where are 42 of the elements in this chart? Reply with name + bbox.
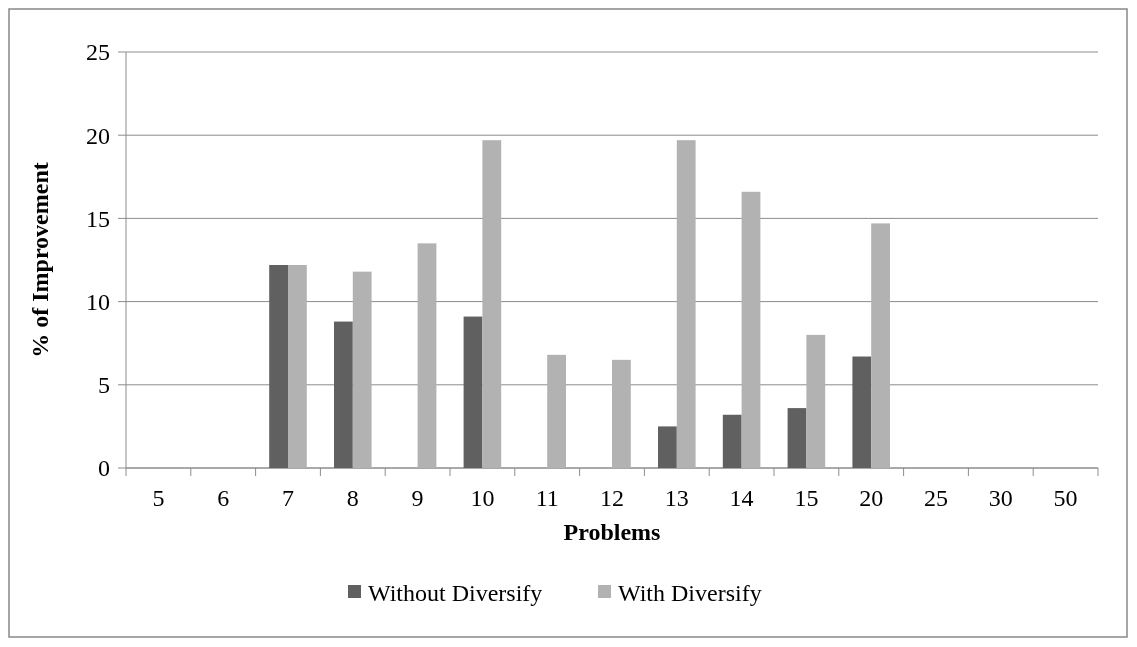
y-tick-label: 20: [86, 122, 110, 149]
bar: [547, 354, 566, 468]
bar: [269, 264, 288, 468]
legend-label: With Diversify: [618, 580, 762, 607]
x-tick-label: 12: [600, 485, 624, 511]
y-tick-label: 10: [86, 289, 110, 315]
x-tick-label: 13: [664, 485, 689, 511]
bar: [482, 140, 502, 468]
bar: [676, 140, 696, 468]
x-tick-label: 11: [535, 485, 559, 511]
y-axis-title: % of Improvement: [27, 162, 53, 358]
bar: [334, 321, 353, 468]
bar: [658, 426, 677, 468]
x-tick-label: 20: [859, 485, 884, 511]
bar: [463, 316, 483, 468]
bar: [352, 271, 372, 468]
x-tick-label: 14: [729, 485, 754, 511]
x-tick-label: 8: [346, 485, 359, 511]
y-tick-label: 5: [98, 372, 110, 399]
x-tick-label: 7: [282, 485, 294, 511]
bar: [806, 334, 826, 468]
x-tick-label: 9: [411, 485, 424, 511]
x-tick-label: 25: [924, 485, 948, 511]
x-axis-title: Problems: [563, 519, 661, 545]
x-tick-label: 10: [470, 485, 495, 511]
bar: [787, 408, 807, 468]
bar: [417, 243, 437, 468]
bar: [852, 356, 872, 468]
y-tick-label: 15: [86, 205, 110, 232]
x-tick-label: 5: [152, 485, 165, 511]
y-tick-label: 25: [86, 39, 110, 66]
y-tick-label: 0: [98, 455, 110, 482]
bar: [612, 359, 631, 468]
x-tick-label: 30: [988, 485, 1013, 511]
bar: [288, 264, 307, 468]
bar: [871, 223, 890, 468]
bar: [741, 191, 761, 468]
x-tick-label: 6: [217, 485, 230, 511]
x-tick-label: 50: [1053, 485, 1078, 511]
x-tick-label: 15: [794, 485, 819, 511]
bar: [722, 414, 742, 468]
legend-label: Without Diversify: [368, 580, 543, 607]
